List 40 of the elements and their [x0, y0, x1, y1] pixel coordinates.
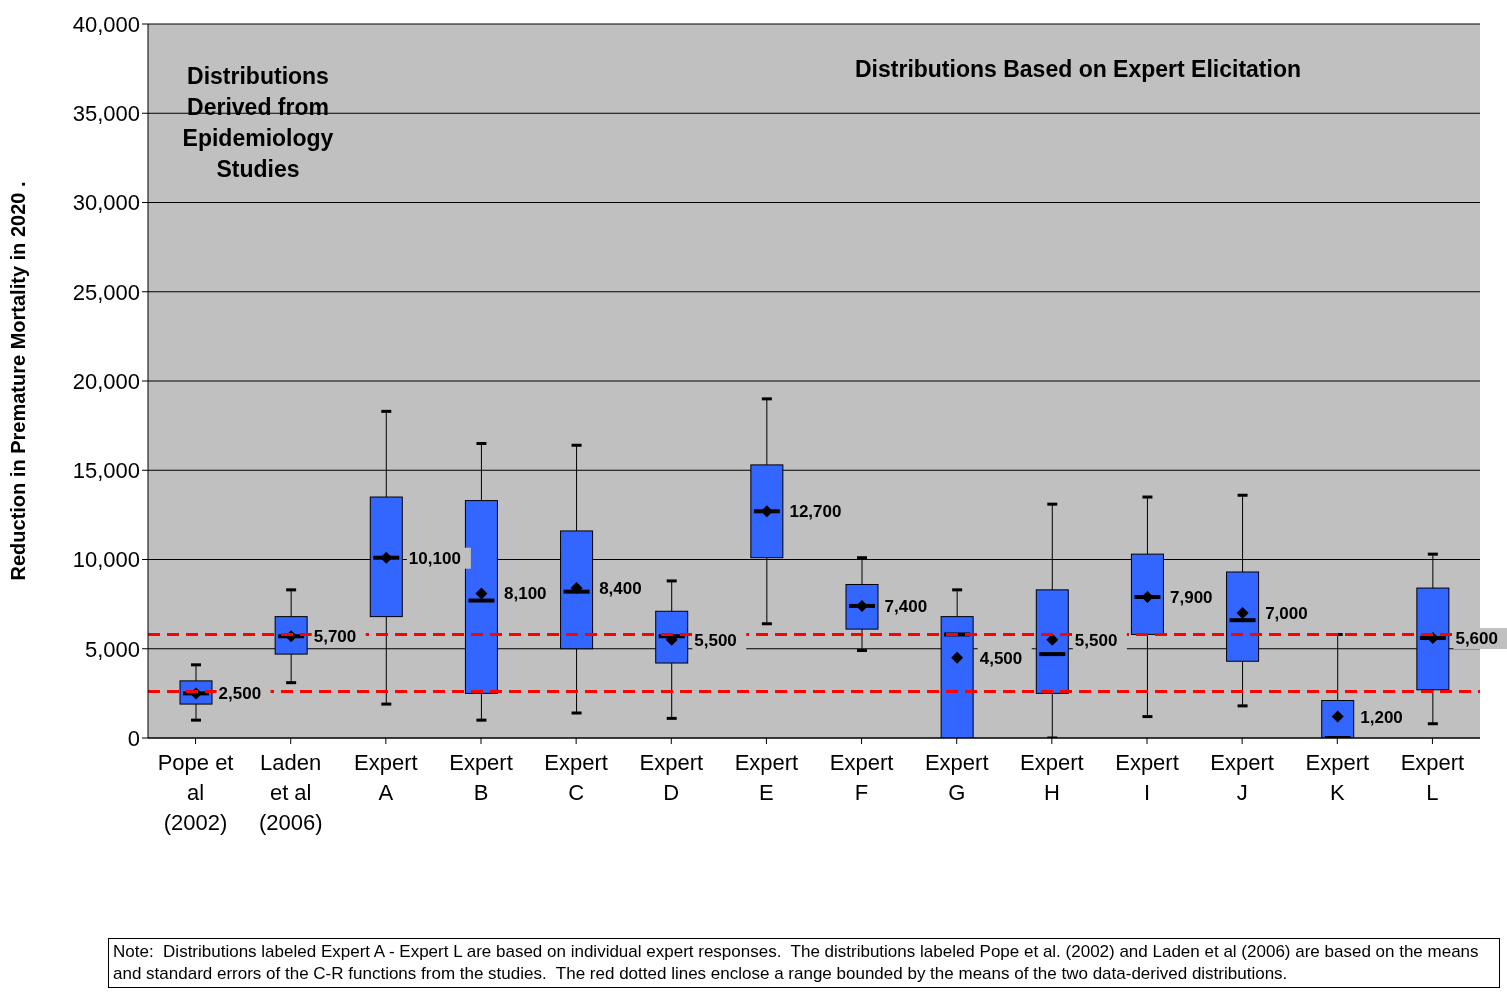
y-tick-label: 10,000: [72, 547, 140, 573]
text: 1,200: [1360, 707, 1403, 727]
text: 4,500: [979, 648, 1023, 668]
x-tick-label: Expert B: [449, 750, 513, 805]
annotation: Distributions Based on Expert Elicitation: [854, 56, 1302, 83]
x-tick-label: Expert J: [1210, 750, 1274, 805]
y-tick-label: 5,000: [84, 636, 140, 662]
x-tick-label: Expert I: [1115, 750, 1179, 805]
y-tick-label: 15,000: [72, 458, 140, 484]
text: 5,500: [1074, 630, 1118, 650]
x-tick-label: Expert L: [1400, 750, 1465, 805]
x-tick-label: Expert C: [544, 750, 608, 805]
y-tick-label: 25,000: [72, 279, 140, 305]
text: 7,900: [1170, 587, 1213, 607]
x-tick-label: Expert K: [1305, 750, 1370, 805]
x-tick-label: Expert F: [829, 750, 894, 805]
text: 7,000: [1265, 604, 1308, 624]
text: 12,700: [789, 502, 842, 522]
text: 5,700: [313, 627, 357, 647]
x-tick-label: Expert G: [924, 750, 989, 805]
text: 7,400: [884, 596, 928, 616]
y-tick-label: 30,000: [72, 190, 140, 216]
text: 5,500: [694, 630, 737, 650]
y-tick-label: 40,000: [72, 11, 140, 37]
x-tick-label: Expert E: [734, 750, 799, 805]
text: 10,100: [408, 548, 461, 568]
text: 5,600: [1455, 629, 1498, 649]
x-tick-label: Pope et al (2002): [157, 750, 234, 835]
text: 2,500: [218, 684, 262, 704]
y-axis-title: Reduction in Premature Mortality in 2020 .: [7, 181, 30, 581]
text: 8,100: [504, 584, 547, 604]
text: 8,400: [599, 579, 642, 599]
y-tick-label: 0: [127, 725, 140, 751]
x-tick-label: Laden et al (2006): [258, 750, 323, 835]
x-tick-label: Expert A: [354, 750, 418, 805]
y-tick-label: 20,000: [72, 368, 140, 394]
x-tick-label: Expert H: [1020, 750, 1084, 805]
y-tick-label: 35,000: [72, 101, 140, 127]
text: Note: Distributions labeled Expert A - Expert L are based on individual expert responses. The distributions labeled Pope et al. (2002) and Laden et al (2006) are based on the means and standard errors of the C-R functions from the studies. The red dotted lines enclose a range bounded by the means of the two data-derived distributions.: [108, 938, 1500, 988]
x-tick-label: Expert D: [639, 750, 704, 805]
